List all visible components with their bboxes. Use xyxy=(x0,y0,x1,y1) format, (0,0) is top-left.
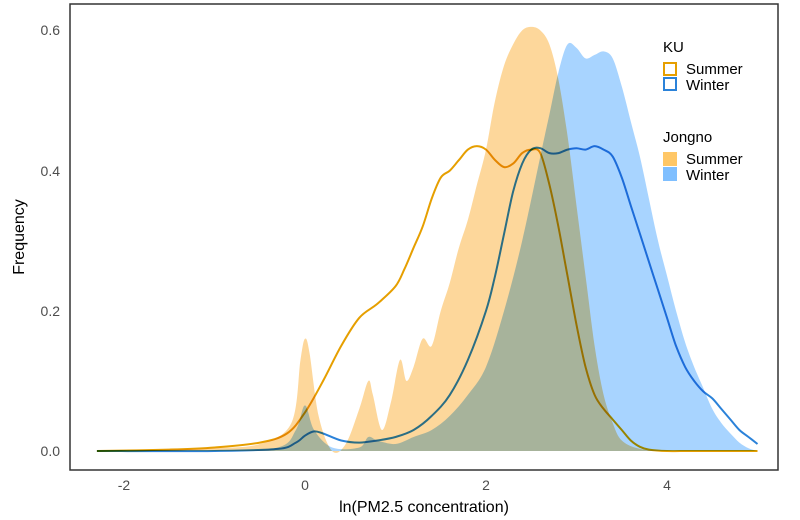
x-tick-label: 0 xyxy=(301,477,309,493)
legend-label-ku-summer: Summer xyxy=(686,61,743,78)
legend-label-jongno-summer: Summer xyxy=(686,151,743,168)
y-tick-label: 0.6 xyxy=(41,22,61,38)
legend-label-jongno-winter: Winter xyxy=(686,167,729,184)
area-jongno-winter xyxy=(96,42,758,452)
line-ku-summer xyxy=(96,145,758,453)
y-tick-label: 0.2 xyxy=(41,303,61,319)
x-tick-label: 2 xyxy=(482,477,490,493)
legend-key-ku-winter xyxy=(663,77,677,91)
x-tick-label: 4 xyxy=(663,477,671,493)
legend-key-ku-summer xyxy=(663,62,677,76)
x-tick-label: -2 xyxy=(118,477,131,493)
y-tick-label: 0.4 xyxy=(41,163,61,179)
line-ku-winter xyxy=(96,145,759,453)
legend-title-jongno: Jongno xyxy=(663,129,712,146)
y-tick-label: 0.0 xyxy=(41,443,61,459)
y-axis-title: Frequency xyxy=(11,199,28,275)
x-axis-title: ln(PM2.5 concentration) xyxy=(339,499,509,516)
legend-label-ku-winter: Winter xyxy=(686,77,729,94)
legend-key-jongno-winter xyxy=(663,167,677,181)
x-axis-tick-labels: -2 0 2 4 xyxy=(118,477,671,493)
legend: KU Summer Winter Jongno Summer Winter xyxy=(663,39,743,184)
y-axis-tick-labels: 0.0 0.2 0.4 0.6 xyxy=(41,22,61,459)
legend-key-jongno-summer xyxy=(663,152,677,166)
legend-title-ku: KU xyxy=(663,39,684,56)
plot-area xyxy=(96,26,759,453)
plot-frame xyxy=(69,3,779,471)
